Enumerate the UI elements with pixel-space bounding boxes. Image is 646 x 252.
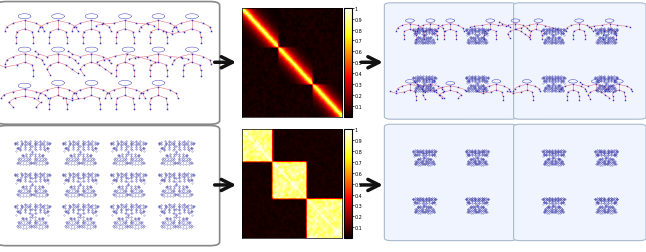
FancyBboxPatch shape xyxy=(386,66,472,119)
FancyBboxPatch shape xyxy=(384,4,517,120)
FancyBboxPatch shape xyxy=(514,4,646,120)
FancyBboxPatch shape xyxy=(551,66,638,119)
FancyBboxPatch shape xyxy=(468,6,555,59)
FancyBboxPatch shape xyxy=(0,126,220,246)
FancyBboxPatch shape xyxy=(514,125,646,241)
FancyBboxPatch shape xyxy=(0,3,220,125)
FancyBboxPatch shape xyxy=(468,66,555,119)
FancyBboxPatch shape xyxy=(386,6,472,59)
FancyBboxPatch shape xyxy=(384,125,517,241)
FancyBboxPatch shape xyxy=(551,6,638,59)
